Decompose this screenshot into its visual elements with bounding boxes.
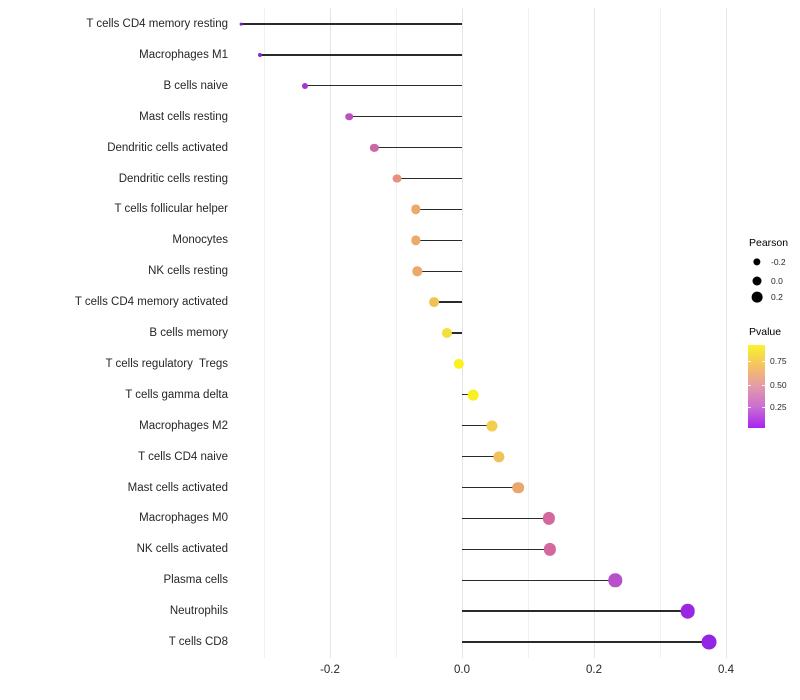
lollipop-stem	[462, 486, 519, 489]
x-axis-tick-label: -0.2	[320, 664, 340, 676]
y-axis-label: Mast cells activated	[127, 481, 228, 494]
pvalue-legend-tick	[762, 385, 765, 386]
lollipop-stem	[417, 270, 462, 272]
pvalue-legend-tick	[748, 385, 751, 386]
lollipop-stem	[415, 208, 462, 211]
lollipop-dot	[412, 266, 422, 276]
minor-gridline	[527, 8, 529, 658]
major-gridline	[329, 8, 331, 658]
lollipop-stem	[462, 548, 550, 550]
y-axis-label: Mast cells resting	[139, 110, 228, 123]
pvalue-legend-label: 0.75	[770, 356, 787, 366]
pvalue-legend-tick	[748, 407, 751, 408]
major-gridline	[461, 8, 463, 658]
lollipop-dot	[345, 112, 353, 121]
lollipop-dot	[301, 82, 308, 89]
lollipop-stem	[415, 239, 462, 241]
lollipop-stem	[462, 455, 499, 458]
minor-gridline	[395, 8, 397, 658]
lollipop-stem	[462, 394, 474, 396]
lollipop-stem	[462, 579, 616, 581]
pvalue-legend-label: 0.50	[770, 380, 787, 390]
lollipop-dot	[441, 327, 452, 339]
lollipop-stem	[434, 301, 462, 303]
lollipop-stem	[446, 332, 462, 334]
lollipop-stem	[349, 116, 462, 118]
lollipop-stem	[397, 177, 462, 180]
major-gridline	[725, 8, 727, 658]
lollipop-dot	[543, 512, 556, 525]
y-axis-label: T cells CD4 memory activated	[74, 296, 228, 309]
size-legend-dot	[753, 258, 761, 266]
size-legend-label: 0.2	[771, 292, 783, 302]
x-axis-tick-label: 0.4	[718, 664, 734, 676]
lollipop-dot	[680, 603, 696, 619]
y-axis-label: Monocytes	[172, 234, 228, 247]
y-axis-label: B cells memory	[149, 327, 228, 339]
y-axis-label: T cells CD8	[168, 636, 228, 648]
y-axis-label: B cells naive	[163, 79, 228, 92]
lollipop-stem	[462, 425, 492, 427]
y-axis-label: Macrophages M1	[139, 48, 228, 61]
y-axis-label: Plasma cells	[163, 574, 228, 587]
major-gridline	[593, 8, 595, 658]
lollipop-dot	[486, 420, 498, 432]
y-axis-label: Macrophages M0	[139, 512, 228, 525]
lollipop-stem	[462, 641, 709, 643]
y-axis-label: T cells gamma delta	[125, 388, 228, 401]
lollipop-dot	[493, 450, 505, 463]
lollipop-dot	[467, 389, 479, 401]
lollipop-stem	[374, 146, 462, 149]
lollipop-stem	[304, 85, 462, 87]
size-legend-label: 0.0	[771, 276, 783, 286]
lollipop-dot	[239, 22, 243, 26]
minor-gridline	[659, 8, 661, 658]
y-axis-label: T cells follicular helper	[114, 203, 228, 216]
y-axis-label: Neutrophils	[169, 605, 228, 618]
size-legend-dot	[752, 276, 762, 286]
lollipop-dot	[429, 297, 440, 308]
y-axis-label: Dendritic cells resting	[118, 172, 228, 185]
lollipop-dot	[392, 174, 402, 183]
y-axis-label: T cells CD4 memory resting	[86, 18, 228, 30]
pvalue-legend-tick	[762, 361, 765, 362]
lollipop-dot	[258, 52, 263, 57]
lollipop-dot	[370, 143, 379, 152]
lollipop-dot	[512, 481, 524, 494]
lollipop-dot	[411, 235, 421, 245]
lollipop-stem	[462, 610, 688, 612]
lollipop-dot	[411, 204, 421, 215]
color-legend-title: Pvalue	[749, 326, 782, 338]
lollipop-dot	[543, 543, 556, 556]
minor-gridline	[263, 8, 265, 658]
y-axis-label: NK cells activated	[136, 543, 228, 556]
lollipop-dot	[453, 358, 464, 370]
y-axis-label: Macrophages M2	[139, 419, 228, 432]
y-axis-label: NK cells resting	[148, 265, 228, 278]
lollipop-stem	[462, 517, 550, 520]
lollipop-stem	[260, 54, 462, 56]
size-legend-dot	[751, 291, 763, 303]
lollipop-stem	[240, 23, 462, 25]
y-axis-label: Dendritic cells activated	[107, 141, 228, 154]
y-axis-label: T cells CD4 naive	[138, 450, 228, 463]
x-axis-tick-label: 0.2	[586, 664, 602, 676]
pvalue-legend-tick	[762, 407, 765, 408]
size-legend-label: -0.2	[771, 257, 786, 267]
pvalue-legend-label: 0.25	[770, 402, 787, 412]
pvalue-legend-tick	[748, 361, 751, 362]
size-legend-title: Pearson	[749, 237, 789, 249]
pvalue-gradient-bar	[748, 345, 765, 428]
x-axis-tick-label: 0.0	[454, 664, 470, 676]
lollipop-dot	[701, 634, 717, 650]
lollipop-dot	[608, 573, 622, 587]
y-axis-label: T cells regulatory Tregs	[105, 357, 228, 370]
